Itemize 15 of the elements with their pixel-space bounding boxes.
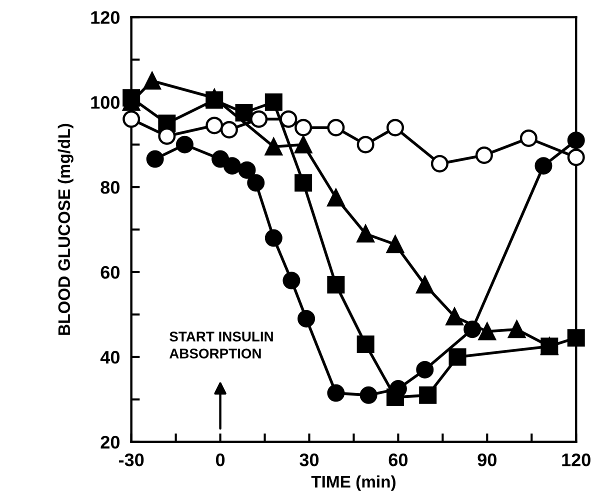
- y-tick-label: 80: [100, 181, 120, 194]
- y-tick-label: 40: [100, 350, 120, 364]
- x-tick-label: -30: [119, 453, 144, 466]
- x-tick-label: 0: [216, 453, 225, 466]
- x-tick-label: 60: [388, 453, 408, 466]
- y-axis-title: BLOOD GLUCOSE (mg/dL): [58, 124, 74, 335]
- y-tick-label: 100: [91, 96, 120, 109]
- x-tick-label: 30: [300, 453, 319, 466]
- annotation: START INSULIN ABSORPTION: [169, 332, 273, 358]
- y-tick-label: 20: [100, 436, 120, 449]
- x-tick-label: 120: [562, 453, 590, 466]
- x-tick-label: 90: [478, 453, 496, 466]
- x-axis-title: TIME (min): [311, 475, 396, 491]
- y-tick-label: 120: [91, 11, 120, 24]
- y-tick-label: 60: [100, 266, 120, 279]
